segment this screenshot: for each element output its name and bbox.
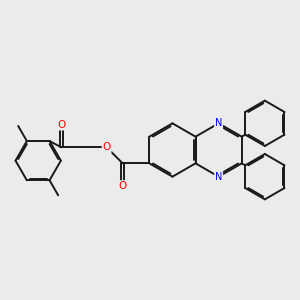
Text: O: O — [57, 120, 65, 130]
Text: O: O — [103, 142, 111, 152]
Text: N: N — [215, 118, 222, 128]
Text: N: N — [215, 172, 222, 182]
Text: O: O — [118, 181, 127, 191]
